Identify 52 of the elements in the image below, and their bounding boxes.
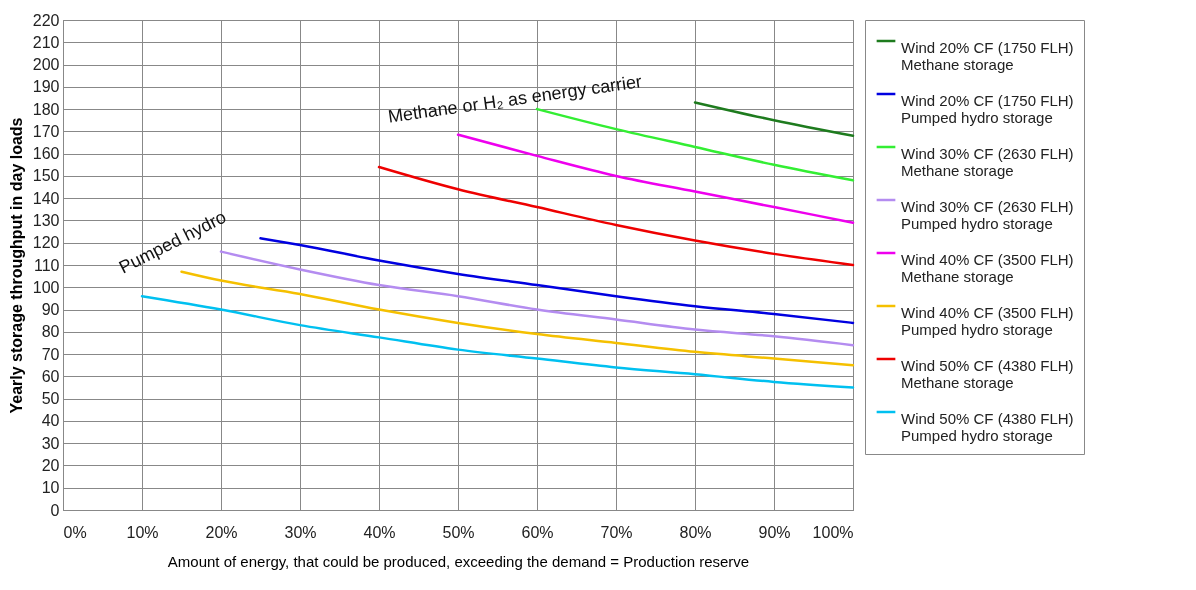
line-series: [535, 107, 855, 182]
line-series: [456, 133, 855, 224]
y-tick-label: 30: [41, 434, 60, 452]
y-tick-label: 20: [41, 456, 60, 474]
x-tick-label: 0%: [63, 523, 87, 541]
y-tick-label: 50: [41, 390, 60, 408]
y-tick-label: 150: [32, 167, 60, 185]
legend-label: Wind 50% CF (4380 FLH) Pumped hydro storage: [901, 410, 1074, 444]
y-tick-label: 120: [32, 234, 60, 252]
x-tick-label: 90%: [758, 523, 791, 541]
y-tick-label: 210: [32, 33, 60, 51]
y-tick-label: 180: [32, 100, 60, 118]
y-tick-label: 110: [33, 256, 60, 274]
x-tick-label: 20%: [205, 523, 238, 541]
legend-label: Wind 30% CF (2630 FLH) Pumped hydro storage: [901, 198, 1074, 232]
annotation: Methane or H₂ as energy carrier: [386, 71, 644, 127]
y-tick-label: 0: [50, 501, 60, 519]
x-tick-label: 50%: [442, 523, 475, 541]
legend-label: Wind 30% CF (2630 FLH) Methane storage: [901, 145, 1074, 179]
line-series: [377, 165, 855, 267]
x-tick-label: 40%: [363, 523, 396, 541]
y-tick-label: 130: [32, 211, 60, 229]
x-tick-label: 30%: [284, 523, 317, 541]
line-series: [140, 294, 855, 389]
y-tick-label: 200: [32, 56, 60, 74]
x-tick-label: 60%: [521, 523, 554, 541]
legend-label: Wind 40% CF (3500 FLH) Methane storage: [901, 251, 1074, 285]
y-axis-title: Yearly storage throughput in day loads: [7, 117, 25, 414]
y-tick-label: 170: [32, 122, 60, 140]
line-series: [259, 237, 855, 325]
y-tick-label: 160: [32, 145, 60, 163]
y-tick-label: 80: [41, 323, 60, 341]
y-tick-label: 40: [41, 412, 60, 430]
legend-label: Wind 20% CF (1750 FLH) Pumped hydro storage: [901, 92, 1074, 126]
x-tick-label: 70%: [600, 523, 633, 541]
line-series: [180, 270, 855, 367]
y-tick-label: 190: [32, 78, 60, 96]
legend-label: Wind 40% CF (3500 FLH) Pumped hydro storage: [901, 304, 1074, 338]
y-tick-label: 90: [41, 301, 60, 319]
x-axis-title: Amount of energy, that could be produced, exceeding the demand = Production reserve: [167, 552, 750, 570]
legend-label: Wind 50% CF (4380 FLH) Methane storage: [901, 357, 1074, 391]
x-tick-label: 10%: [126, 523, 159, 541]
legend-label: Wind 20% CF (1750 FLH) Methane storage: [901, 39, 1074, 73]
line-series: [219, 250, 855, 347]
x-tick-label: 100%: [812, 523, 854, 541]
y-tick-label: 60: [41, 367, 60, 385]
y-tick-label: 70: [41, 345, 60, 363]
y-tick-label: 140: [32, 189, 60, 207]
y-tick-label: 10: [41, 479, 60, 497]
x-tick-label: 80%: [679, 523, 712, 541]
y-tick-label: 100: [32, 278, 60, 296]
y-tick-label: 220: [32, 11, 60, 29]
